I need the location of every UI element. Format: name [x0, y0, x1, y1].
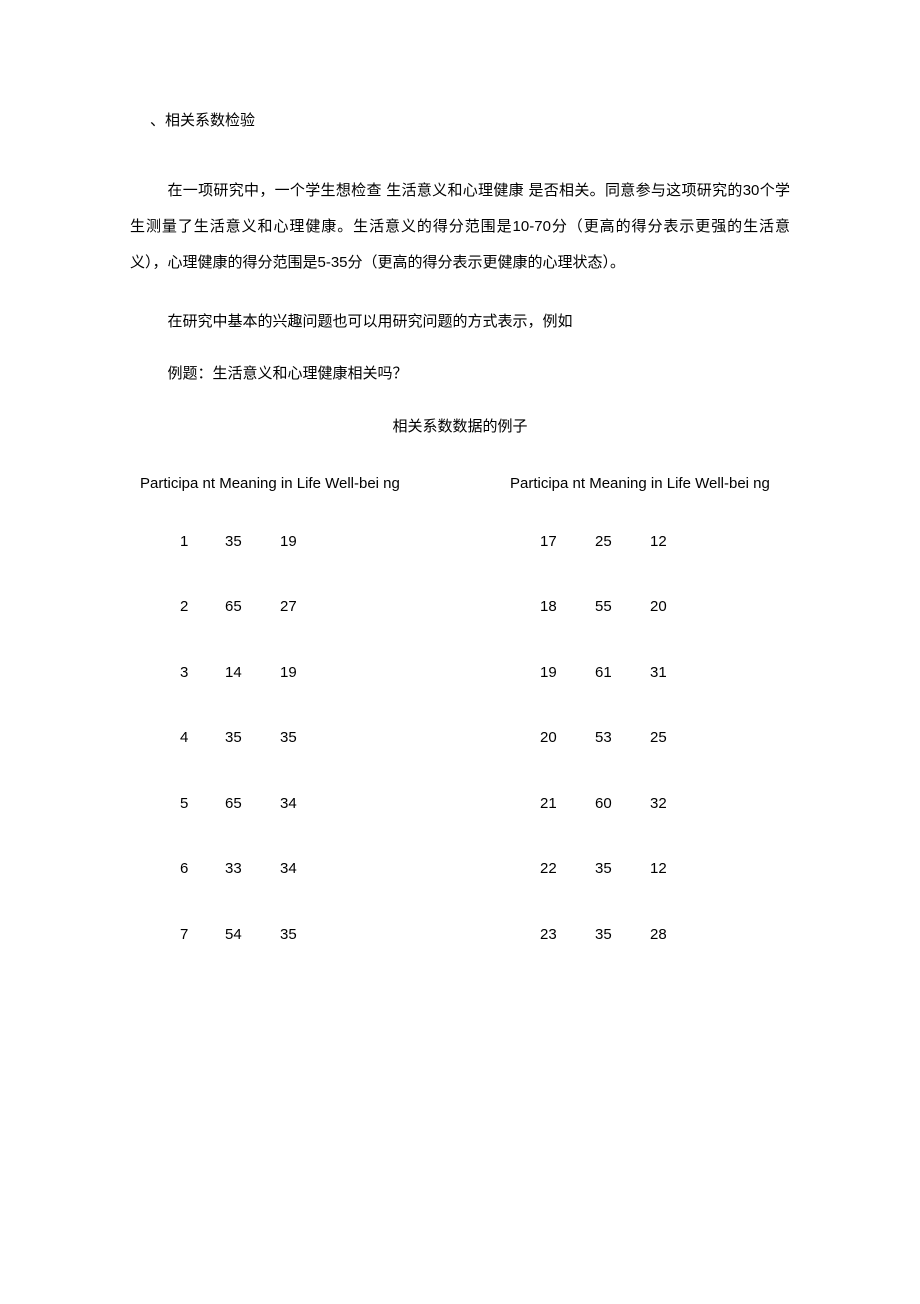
column-header-left: Participa nt Meaning in Life Well-bei ng	[140, 473, 420, 496]
table-row: 185520	[510, 596, 790, 619]
cell-participant-id: 19	[540, 662, 595, 685]
data-table-container: Participa nt Meaning in Life Well-bei ng…	[130, 473, 790, 989]
cell-well-being: 20	[650, 596, 695, 619]
section-header: 、相关系数检验	[130, 110, 790, 133]
table-row: 43535	[140, 727, 420, 750]
cell-well-being: 34	[280, 793, 325, 816]
paragraph-intro: 在一项研究中，一个学生想检查 生活意义和心理健康 是否相关。同意参与这项研究的3…	[130, 173, 790, 281]
table-row: 13519	[140, 531, 420, 554]
cell-meaning-in-life: 65	[225, 793, 280, 816]
cell-well-being: 19	[280, 662, 325, 685]
table-row: 26527	[140, 596, 420, 619]
table-row: 196131	[510, 662, 790, 685]
data-column-right: Participa nt Meaning in Life Well-bei ng…	[510, 473, 790, 989]
table-row: 223512	[510, 858, 790, 881]
table-row: 172512	[510, 531, 790, 554]
cell-participant-id: 23	[540, 924, 595, 947]
cell-meaning-in-life: 35	[595, 858, 650, 881]
cell-participant-id: 4	[180, 727, 225, 750]
table-row: 31419	[140, 662, 420, 685]
cell-meaning-in-life: 61	[595, 662, 650, 685]
cell-well-being: 27	[280, 596, 325, 619]
table-row: 75435	[140, 924, 420, 947]
cell-meaning-in-life: 33	[225, 858, 280, 881]
table-row: 205325	[510, 727, 790, 750]
cell-participant-id: 7	[180, 924, 225, 947]
paragraph-research-question-intro: 在研究中基本的兴趣问题也可以用研究问题的方式表示，例如	[130, 311, 790, 334]
cell-meaning-in-life: 55	[595, 596, 650, 619]
cell-well-being: 34	[280, 858, 325, 881]
cell-meaning-in-life: 60	[595, 793, 650, 816]
cell-meaning-in-life: 14	[225, 662, 280, 685]
cell-well-being: 31	[650, 662, 695, 685]
cell-participant-id: 21	[540, 793, 595, 816]
cell-well-being: 12	[650, 858, 695, 881]
paragraph-example-question: 例题：生活意义和心理健康相关吗？	[130, 363, 790, 386]
data-column-left: Participa nt Meaning in Life Well-bei ng…	[140, 473, 420, 989]
cell-participant-id: 20	[540, 727, 595, 750]
table-row: 216032	[510, 793, 790, 816]
cell-well-being: 12	[650, 531, 695, 554]
cell-meaning-in-life: 54	[225, 924, 280, 947]
cell-participant-id: 6	[180, 858, 225, 881]
cell-meaning-in-life: 25	[595, 531, 650, 554]
cell-meaning-in-life: 35	[595, 924, 650, 947]
column-header-right: Participa nt Meaning in Life Well-bei ng	[510, 473, 790, 496]
cell-well-being: 28	[650, 924, 695, 947]
cell-participant-id: 22	[540, 858, 595, 881]
cell-well-being: 35	[280, 727, 325, 750]
cell-participant-id: 3	[180, 662, 225, 685]
cell-meaning-in-life: 35	[225, 531, 280, 554]
table-row: 233528	[510, 924, 790, 947]
cell-meaning-in-life: 35	[225, 727, 280, 750]
cell-well-being: 25	[650, 727, 695, 750]
cell-well-being: 32	[650, 793, 695, 816]
table-row: 56534	[140, 793, 420, 816]
cell-participant-id: 18	[540, 596, 595, 619]
cell-participant-id: 1	[180, 531, 225, 554]
cell-participant-id: 17	[540, 531, 595, 554]
cell-meaning-in-life: 65	[225, 596, 280, 619]
cell-participant-id: 5	[180, 793, 225, 816]
cell-participant-id: 2	[180, 596, 225, 619]
table-title: 相关系数数据的例子	[130, 416, 790, 439]
cell-well-being: 35	[280, 924, 325, 947]
table-row: 63334	[140, 858, 420, 881]
cell-meaning-in-life: 53	[595, 727, 650, 750]
cell-well-being: 19	[280, 531, 325, 554]
